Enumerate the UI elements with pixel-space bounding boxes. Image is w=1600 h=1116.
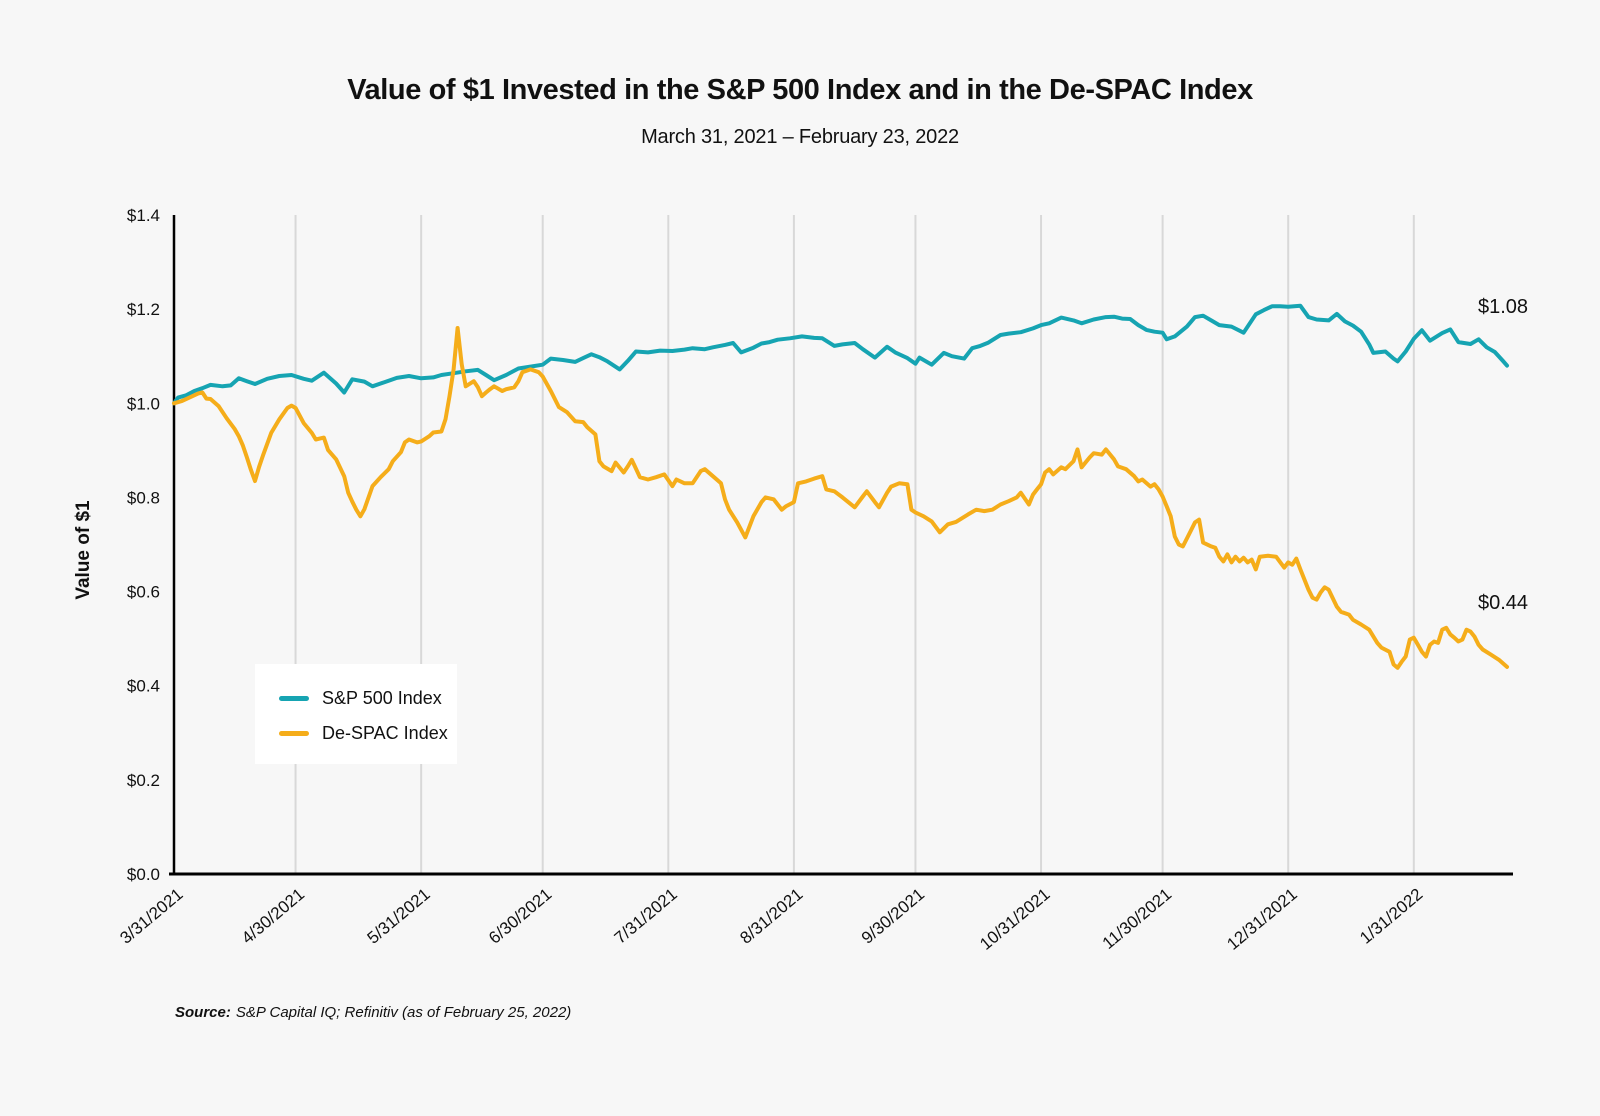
x-tick-label: 3/31/2021 bbox=[116, 885, 186, 948]
y-tick-label: $1.2 bbox=[127, 300, 160, 319]
y-tick-label: $1.0 bbox=[127, 394, 160, 413]
y-tick-label: $1.4 bbox=[127, 206, 160, 225]
legend-item-sp500: S&P 500 Index bbox=[279, 681, 457, 716]
despac-line-swatch bbox=[279, 731, 309, 736]
page-title: Value of $1 Invested in the S&P 500 Inde… bbox=[347, 74, 1253, 106]
y-tick-label: $0.2 bbox=[127, 771, 160, 790]
y-tick-label: $0.4 bbox=[127, 677, 160, 696]
y-axis-title: Value of $1 bbox=[73, 500, 94, 600]
sp500-line-swatch bbox=[279, 696, 309, 701]
x-tick-label: 12/31/2021 bbox=[1223, 885, 1300, 954]
s-p-500-index-line bbox=[172, 303, 1509, 406]
legend-item-despac: De-SPAC Index bbox=[279, 716, 457, 751]
x-tick-label: 4/30/2021 bbox=[238, 885, 308, 948]
x-tick-label: 1/31/2022 bbox=[1356, 885, 1426, 948]
source-text: S&P Capital IQ; Refinitiv (as of Februar… bbox=[235, 1004, 572, 1021]
x-tick-label: 8/31/2021 bbox=[736, 885, 806, 948]
y-tick-label: $0.0 bbox=[127, 865, 160, 884]
y-tick-label: $0.8 bbox=[127, 488, 160, 507]
x-tick-label: 9/30/2021 bbox=[858, 885, 928, 948]
legend-label-despac: De-SPAC Index bbox=[322, 723, 448, 743]
source-note: Source: S&P Capital IQ; Refinitiv (as of … bbox=[175, 1004, 571, 1021]
x-tick-label: 5/31/2021 bbox=[364, 885, 434, 948]
source-label: Source: bbox=[175, 1004, 231, 1021]
x-tick-label: 11/30/2021 bbox=[1099, 885, 1175, 953]
despac-end-value-label: $0.44 bbox=[1478, 592, 1529, 614]
sp500-end-value-label: $1.08 bbox=[1478, 296, 1529, 318]
x-tick-label: 6/30/2021 bbox=[485, 885, 555, 948]
x-tick-label: 10/31/2021 bbox=[976, 885, 1053, 954]
legend-label-sp500: S&P 500 Index bbox=[322, 688, 442, 708]
legend: S&P 500 Index De-SPAC Index bbox=[255, 664, 457, 764]
de-spac-index-line bbox=[172, 326, 1509, 670]
chart-subtitle: March 31, 2021 – February 23, 2022 bbox=[641, 126, 959, 148]
y-tick-label: $0.6 bbox=[127, 583, 160, 602]
x-tick-label: 7/31/2021 bbox=[611, 885, 681, 948]
